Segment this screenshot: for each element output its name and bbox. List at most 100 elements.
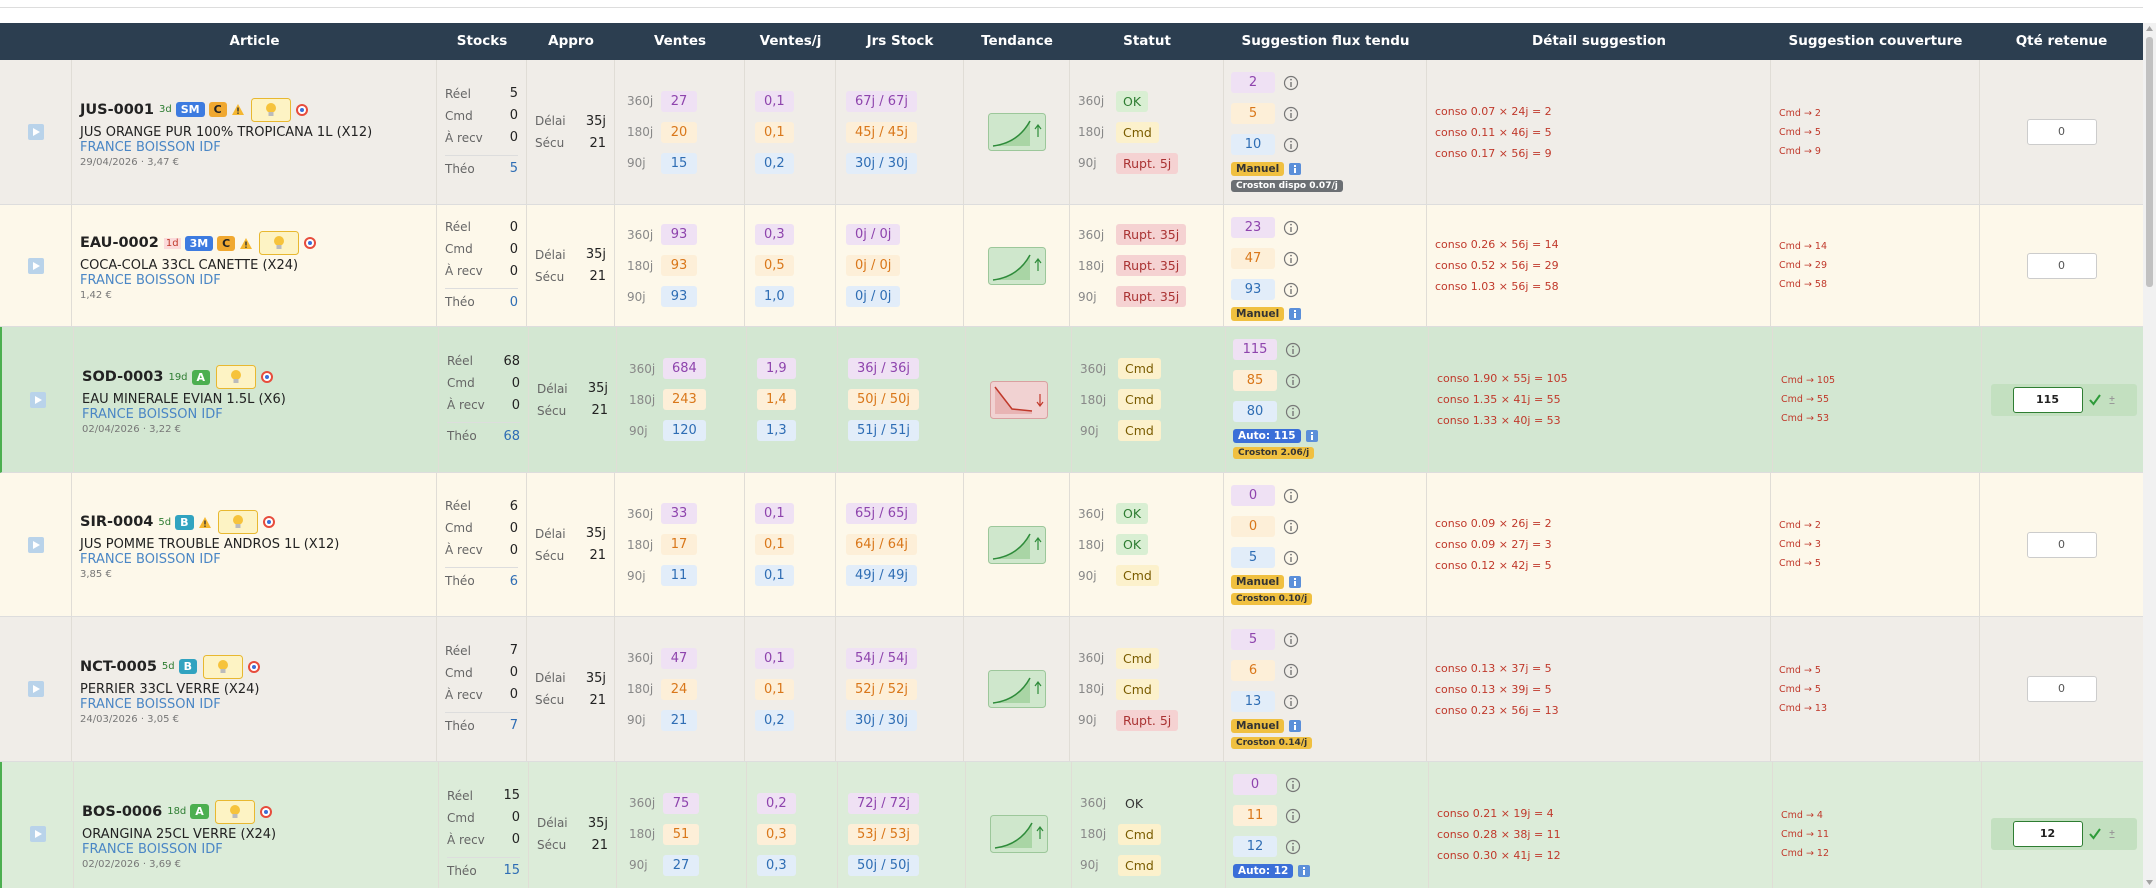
period-label: 90j [627,289,646,304]
period-line: 0,2 [755,148,835,179]
suggestion-value: 5 [1231,103,1275,124]
trend-cell [964,617,1070,761]
suggest-button[interactable] [203,654,244,679]
mode-line: Manuel [1231,719,1426,733]
stock-line: Réel 7 [445,640,518,662]
stock-label: À recv [445,687,483,702]
detail-line: conso 0.11 × 46j = 5 [1435,125,1552,139]
quantity-wrap: 0 [2026,119,2097,145]
stock-label: Cmd [447,376,475,390]
expand-button[interactable] [27,124,44,140]
info-icon [1285,808,1301,823]
stock-line: Théo 0 [445,288,518,315]
period-label: 180j [627,125,654,139]
stock-value: 0 [509,520,518,536]
quantity-input[interactable]: 0 [2026,676,2097,702]
suggestion-cell: 23 47 93 Manuel [1224,205,1427,326]
expand-button[interactable] [27,257,44,274]
quantity-input[interactable]: 12 [2012,821,2083,847]
expand-button[interactable] [29,826,46,842]
detail-line: conso 0.52 × 56j = 29 [1435,259,1559,272]
safety-value: 21 [589,269,606,284]
period-line: 65j / 65j [846,498,963,529]
period-label: 360j [627,651,654,665]
suggestion-value: 23 [1231,217,1275,238]
info-icon [1285,342,1301,357]
jrs-value: 54j / 54j [846,647,917,669]
supplier: FRANCE BOISSON IDF [82,841,223,857]
quantity-input[interactable]: 0 [2026,531,2097,558]
quantity-input[interactable]: 0 [2026,252,2097,279]
expand-button[interactable] [27,681,44,697]
coverage-line: Cmd → 5 [1779,664,1821,676]
status-badge: Cmd [1118,358,1161,379]
warning-icon [231,104,244,115]
jrs-cell: 36j / 36j 50j / 50j 51j / 51j [838,327,966,472]
safety-value: 21 [589,692,606,708]
suggest-button[interactable] [250,97,291,122]
stock-line: À recv 0 [445,260,518,282]
suggest-button[interactable] [259,231,300,255]
quantity-wrap: 0 [2026,531,2097,558]
period-line: 360j OK [1070,86,1223,117]
expand-button[interactable] [27,536,44,553]
accept-icon[interactable] [2088,393,2102,407]
period-label: 90j [627,568,646,583]
article-name: ORANGINA 25CL VERRE (X24) [82,826,277,842]
sparkline [987,246,1046,285]
safety-line: Sécu 21 [535,545,606,567]
class-badge: A [190,804,209,819]
scrollbar[interactable] [2143,23,2156,888]
accept-icon[interactable] [2088,827,2102,841]
appro-cell: Délai 35j Sécu 21 [529,762,617,888]
sparkline [987,113,1046,151]
stock-value: 0 [509,665,518,680]
suggestion-line: 47 [1231,243,1426,274]
quantity-cell: 0 [1980,617,2143,761]
suggest-button[interactable] [217,510,258,534]
period-line: 360j 47 [615,643,744,674]
coverage-line: Cmd → 105 [1781,375,1836,386]
status-badge: Cmd [1116,121,1159,143]
article-name: JUS POMME TROUBLE ANDROS 1L (X12) [80,537,340,552]
delay-line: Délai 35j [535,244,606,266]
suggest-button[interactable] [214,799,255,824]
stock-value: 15 [503,863,520,878]
jrs-cell: 72j / 72j 53j / 53j 50j / 50j [838,762,966,888]
status-cell: 360j OK 180j OK 90j Cmd [1070,473,1224,616]
period-line: 0,1 [755,643,835,674]
stock-value: 0 [511,832,520,847]
detail-cell: conso 0.07 × 24j = 2 conso 0.11 × 46j = 5… [1427,60,1771,204]
ventes-value: 93 [661,255,697,276]
period-line: 180j 51 [617,819,746,850]
quantity-input[interactable]: 0 [2026,119,2097,145]
ventes-value: 684 [663,358,706,379]
delay-line: Délai 35j [535,667,606,689]
stock-label: Réel [447,354,473,368]
period-line: 0,1 [755,529,835,560]
croston-line: Croston 2.06/j [1233,443,1428,459]
stock-value: 68 [503,428,520,444]
days-badge: 5d [161,661,175,672]
info-icon [1283,75,1299,90]
ventes_j-value: 0,2 [757,792,796,814]
ventes-cell: 360j 27 180j 20 90j 15 [615,60,745,204]
stock-value: 0 [511,397,520,413]
suggestion-cell: 2 5 10 Manuel Croston dispo 0.07/j [1224,60,1427,204]
quantity-input[interactable]: 115 [2012,386,2083,413]
trend-cell [964,205,1070,326]
period-line: 90j 120 [617,415,746,446]
ventes-value: 75 [663,792,699,814]
class-badge: B [178,659,198,674]
stock-label: À recv [445,543,483,557]
period-line: 180j Cmd [1070,117,1223,148]
suggestion-line: 11 [1233,800,1428,831]
suggestion-line: 0 [1231,511,1426,542]
stock-line: Cmd 0 [445,105,518,127]
stock-value: 0 [511,375,520,391]
period-line: 0,3 [757,819,837,850]
suggest-button[interactable] [216,365,257,389]
adjust-icon [2109,830,2114,838]
ventes-value: 27 [663,854,699,876]
expand-button[interactable] [29,391,46,408]
